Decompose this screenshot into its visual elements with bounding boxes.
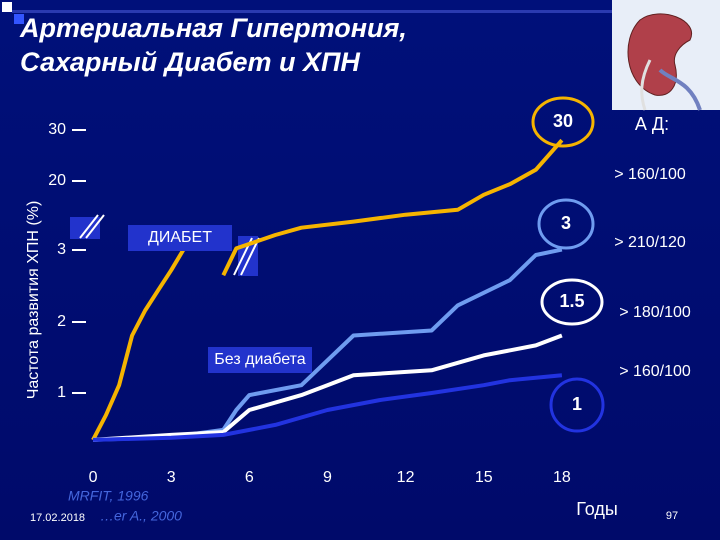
legend-entry: > 180/100	[619, 304, 691, 321]
date: 17.02.2018	[30, 512, 85, 524]
y-tick-label: 2	[57, 313, 66, 330]
rule	[12, 10, 612, 13]
annotation: 30	[553, 111, 573, 131]
series-line	[91, 138, 564, 441]
x-tick-label: 3	[167, 469, 176, 486]
page-number: 97	[666, 510, 678, 522]
annotation: 3	[561, 213, 571, 233]
y-tick-label: 30	[48, 121, 66, 138]
x-tick-label: 9	[323, 469, 332, 486]
x-tick-label: 6	[245, 469, 254, 486]
source: …er A., 2000	[100, 508, 182, 524]
source: MRFIT, 1996	[68, 488, 149, 504]
annotation-circle	[540, 278, 604, 326]
series-line	[92, 373, 563, 442]
y-tick-label: 1	[57, 384, 66, 401]
annotation: ДИАБЕТ	[148, 229, 212, 246]
series-line	[92, 333, 563, 442]
x-tick-label: 12	[397, 469, 415, 486]
x-axis-label: Годы	[576, 499, 618, 519]
legend-title: А Д:	[635, 114, 669, 134]
legend-entry: > 160/100	[619, 363, 691, 380]
x-tick-label: 15	[475, 469, 493, 486]
x-tick-label: 0	[89, 469, 98, 486]
bullet	[2, 2, 12, 12]
annotation-circle	[531, 96, 595, 148]
kidney-picture	[612, 0, 720, 111]
x-tick-label: 18	[553, 469, 571, 486]
annotation-circle	[549, 377, 605, 433]
legend-entry: > 160/100	[614, 166, 686, 183]
y-tick-label: 20	[48, 172, 66, 189]
legend-entry: > 210/120	[614, 234, 686, 251]
annotation-box	[128, 225, 232, 251]
y-axis-label: Частота развития ХПН (%)	[25, 201, 42, 400]
title-line: Артериальная Гипертония,	[19, 13, 407, 43]
annotation: 1	[572, 394, 582, 414]
annotation: Без диабета	[214, 351, 306, 368]
title-line: Сахарный Диабет и ХПН	[20, 47, 360, 77]
y-tick-label: 3	[57, 241, 66, 258]
annotation-circle	[537, 198, 595, 250]
annotation-box	[208, 347, 312, 373]
annotation: 1.5	[559, 291, 584, 311]
bullet	[14, 14, 24, 24]
